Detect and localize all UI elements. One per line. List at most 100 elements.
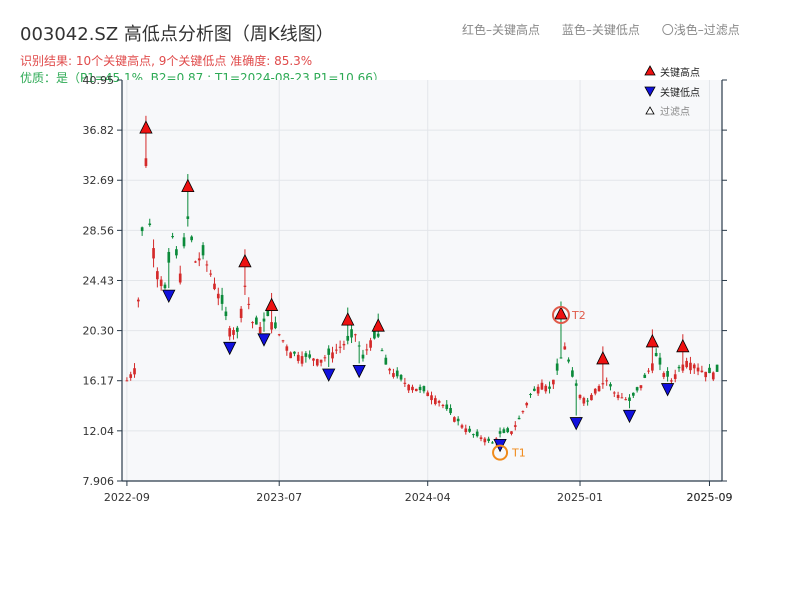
key-low-marker xyxy=(223,341,237,356)
candle-body xyxy=(574,383,578,386)
key-high-marker xyxy=(554,306,568,320)
candle-body xyxy=(129,374,133,378)
legend-high-label: 关键高点 xyxy=(660,66,700,79)
t2-label: T2 xyxy=(571,309,586,322)
candle-body xyxy=(597,386,601,392)
candle-body xyxy=(190,236,193,241)
candle-body xyxy=(529,394,532,396)
candle-body xyxy=(590,394,593,401)
t1-highlight-circle xyxy=(492,444,509,461)
key-high-marker xyxy=(676,338,690,353)
candle-body xyxy=(133,368,136,375)
candle-body xyxy=(289,352,292,359)
key-low-marker xyxy=(569,417,583,431)
candle-body xyxy=(567,359,570,362)
candle-body xyxy=(578,394,582,399)
candle-body xyxy=(605,380,609,382)
candle-body xyxy=(376,333,380,337)
candle-body xyxy=(266,309,270,317)
candle-body xyxy=(552,379,555,385)
y-tick-label: 20.30 xyxy=(83,325,115,338)
candle-body xyxy=(144,158,148,167)
candle-body xyxy=(209,273,213,275)
candle-body xyxy=(628,397,631,401)
candle-body xyxy=(696,367,700,372)
candle-body xyxy=(403,382,407,384)
candle-body xyxy=(373,330,376,339)
candle-body xyxy=(475,431,479,437)
candle-body xyxy=(487,438,490,442)
candle-body xyxy=(148,223,152,226)
candle-body xyxy=(327,348,331,355)
candle-body xyxy=(426,392,430,397)
candle-body xyxy=(186,216,190,219)
candle-body xyxy=(365,349,369,351)
legend-filtered-icon xyxy=(645,106,655,115)
y-tick-label: 28.56 xyxy=(83,224,115,237)
candle-body xyxy=(319,359,323,363)
candle-body xyxy=(445,404,449,410)
candle-body xyxy=(513,425,517,427)
candle-body xyxy=(544,385,548,392)
candle-body xyxy=(666,371,669,377)
candle-body xyxy=(681,364,685,371)
candle-body xyxy=(308,354,312,358)
candle-body xyxy=(281,340,285,342)
candle-body xyxy=(175,249,178,256)
candle-body xyxy=(388,368,391,371)
candle-body xyxy=(346,335,350,341)
candle-body xyxy=(411,386,414,391)
candle-body xyxy=(654,352,658,357)
candle-body xyxy=(639,385,643,389)
candle-body xyxy=(517,417,521,420)
legend-filtered-label: 过滤点 xyxy=(660,105,690,118)
y-tick-label: 16.17 xyxy=(83,375,115,388)
candle-body xyxy=(323,357,327,359)
candle-body xyxy=(704,371,708,378)
candle-body xyxy=(521,411,525,413)
candle-body xyxy=(708,367,711,374)
legend-high-icon xyxy=(644,65,656,76)
candle-body xyxy=(171,236,174,238)
t2-highlight-circle xyxy=(551,306,570,325)
y-tick-label: 36.82 xyxy=(83,124,115,137)
key-high-marker xyxy=(264,297,279,311)
key-low-marker xyxy=(322,368,336,382)
top-legend: 红色–关键高点 蓝色–关键低点 〇浅色–过滤点 xyxy=(462,21,740,38)
candle-body xyxy=(380,350,384,352)
key-low-marker xyxy=(622,409,637,424)
key-high-marker xyxy=(181,178,195,193)
candle-body xyxy=(350,329,353,338)
candle-body xyxy=(277,334,281,336)
key-low-marker xyxy=(660,383,675,397)
candle-body xyxy=(563,346,567,350)
y-tick-label: 32.69 xyxy=(83,174,115,187)
candle-body xyxy=(251,322,254,324)
candle-body xyxy=(456,418,460,422)
candle-body xyxy=(243,285,247,287)
candle-body xyxy=(586,400,589,402)
candle-body xyxy=(609,384,612,387)
x-tick-label: 2025-09 xyxy=(686,491,732,504)
candle-body xyxy=(315,359,319,366)
candle-body xyxy=(258,326,262,334)
candle-body xyxy=(559,357,563,359)
candle-body xyxy=(571,370,574,377)
candle-body xyxy=(255,317,258,325)
key-low-marker xyxy=(352,364,366,379)
candle-body xyxy=(685,360,688,368)
candle-body xyxy=(312,358,315,361)
candle-body xyxy=(612,392,616,394)
candle-body xyxy=(357,345,361,347)
candle-body xyxy=(472,434,475,436)
candle-body xyxy=(414,388,418,392)
key-low-marker xyxy=(257,333,271,347)
x-tick-label: 2024-04 xyxy=(405,491,451,504)
candle-body xyxy=(140,227,144,232)
candle-body xyxy=(125,380,129,382)
candle-body xyxy=(548,386,551,389)
candle-body xyxy=(369,340,372,348)
candle-body xyxy=(399,374,403,380)
candle-body xyxy=(418,386,422,391)
candle-body xyxy=(620,397,624,399)
